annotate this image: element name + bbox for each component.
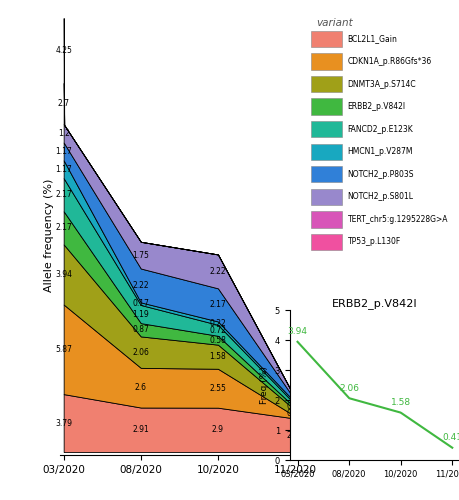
Text: 2.9: 2.9 (212, 426, 224, 434)
FancyBboxPatch shape (311, 76, 341, 92)
Text: 2.6: 2.6 (134, 383, 146, 392)
Text: 2.91: 2.91 (132, 425, 149, 434)
Text: 1.19: 1.19 (132, 310, 149, 318)
Text: 0.22: 0.22 (286, 402, 303, 410)
Title: ERBB2_p.V842I: ERBB2_p.V842I (331, 298, 417, 308)
Text: NOTCH2_p.S801L: NOTCH2_p.S801L (347, 192, 413, 202)
FancyBboxPatch shape (311, 54, 341, 70)
Text: 1.17: 1.17 (55, 147, 72, 156)
Text: 5.87: 5.87 (55, 345, 72, 354)
FancyBboxPatch shape (311, 211, 341, 228)
Text: 4.25: 4.25 (55, 46, 72, 55)
FancyBboxPatch shape (311, 234, 341, 250)
Y-axis label: Allele frequency (%): Allele frequency (%) (44, 178, 54, 292)
Text: 0.41: 0.41 (286, 408, 303, 418)
Text: 2.22: 2.22 (132, 281, 149, 290)
Text: HMCN1_p.V287M: HMCN1_p.V287M (347, 147, 412, 156)
Text: 0.41: 0.41 (441, 434, 459, 442)
Text: 2.06: 2.06 (338, 384, 358, 393)
Text: 2.55: 2.55 (209, 384, 226, 392)
FancyBboxPatch shape (311, 188, 341, 205)
Text: TP53_p.L130F: TP53_p.L130F (347, 238, 400, 246)
Text: 0.72: 0.72 (209, 326, 226, 335)
Text: 1.2: 1.2 (57, 129, 69, 138)
Text: NOTCH2_p.P803S: NOTCH2_p.P803S (347, 170, 413, 179)
Text: 1.17: 1.17 (55, 164, 72, 173)
Text: 0.22: 0.22 (209, 318, 226, 328)
Y-axis label: Freq (%): Freq (%) (260, 366, 269, 404)
Text: 0.87: 0.87 (132, 326, 149, 334)
Text: FANCD2_p.E123K: FANCD2_p.E123K (347, 124, 413, 134)
Text: BCL2L1_Gain: BCL2L1_Gain (347, 34, 397, 43)
Text: TERT_chr5:g.1295228G>A: TERT_chr5:g.1295228G>A (347, 215, 447, 224)
Text: 2.22: 2.22 (209, 267, 226, 276)
Text: 2.17: 2.17 (55, 224, 72, 232)
Text: ERBB2_p.V842I: ERBB2_p.V842I (347, 102, 405, 111)
FancyBboxPatch shape (311, 98, 341, 115)
Text: 2.7: 2.7 (57, 99, 69, 108)
FancyBboxPatch shape (311, 144, 341, 160)
FancyBboxPatch shape (311, 121, 341, 138)
Text: CDKN1A_p.R86Gfs*36: CDKN1A_p.R86Gfs*36 (347, 57, 431, 66)
Text: 3.94: 3.94 (55, 270, 72, 279)
Text: 0.58: 0.58 (209, 336, 226, 344)
FancyBboxPatch shape (311, 31, 341, 48)
Text: 3.79: 3.79 (55, 418, 72, 428)
Text: 2.06: 2.06 (132, 348, 149, 356)
FancyBboxPatch shape (311, 166, 341, 182)
Text: 2.19: 2.19 (286, 430, 303, 440)
Text: 3.94: 3.94 (287, 328, 307, 336)
Text: DNMT3A_p.S714C: DNMT3A_p.S714C (347, 80, 415, 88)
Text: 1.58: 1.58 (209, 352, 226, 361)
Text: 0.17: 0.17 (132, 299, 149, 308)
Text: 2.17: 2.17 (55, 190, 72, 199)
Text: 1.58: 1.58 (390, 398, 410, 407)
Text: variant: variant (315, 18, 352, 28)
Text: 1.75: 1.75 (132, 250, 149, 260)
Text: 2.17: 2.17 (209, 300, 226, 310)
